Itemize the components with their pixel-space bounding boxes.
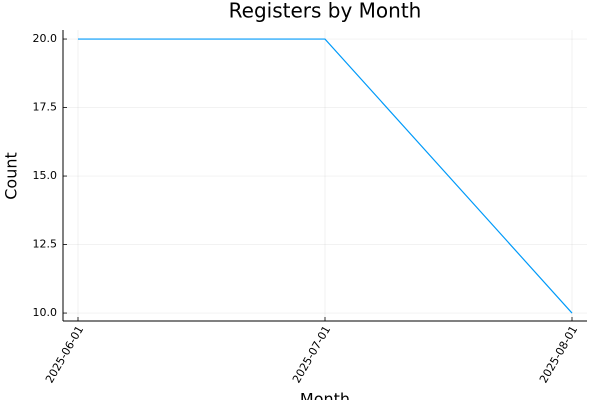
x-tick-label: 2025-07-01 bbox=[290, 324, 333, 386]
y-tick-label: 17.5 bbox=[33, 101, 58, 114]
y-tick-label: 20.0 bbox=[33, 32, 58, 45]
y-axis-label: Count bbox=[2, 152, 21, 200]
x-axis-label: Month bbox=[300, 390, 350, 400]
chart-title: Registers by Month bbox=[229, 0, 422, 23]
y-tick-label: 10.0 bbox=[33, 306, 58, 319]
x-tick-label: 2025-06-01 bbox=[43, 324, 86, 386]
x-tick-label: 2025-08-01 bbox=[537, 324, 580, 386]
y-tick-label: 15.0 bbox=[33, 169, 58, 182]
y-tick-label: 12.5 bbox=[33, 238, 58, 251]
line-series bbox=[78, 38, 573, 314]
